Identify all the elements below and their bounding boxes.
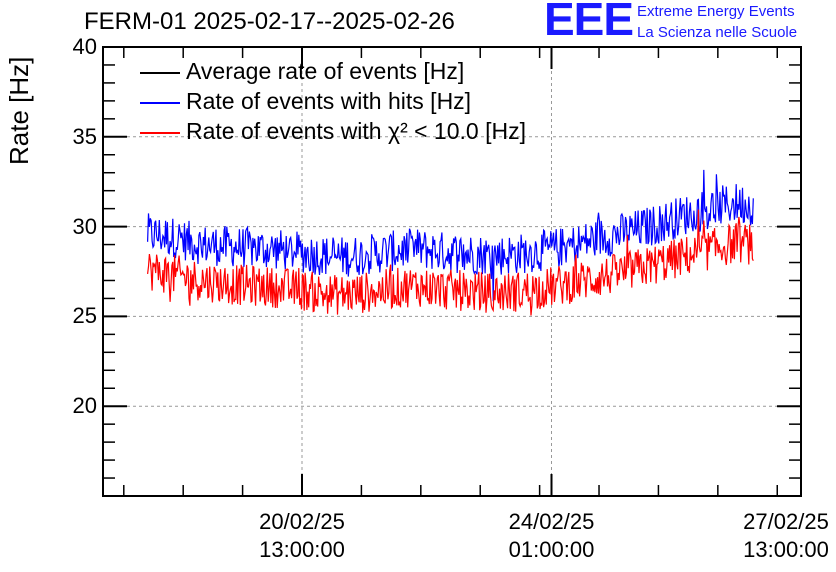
legend-label-average: Average rate of events [Hz] [186,58,465,84]
legend-swatch-hits [140,102,180,104]
y-tick-label: 40 [72,34,97,59]
eee-logo-mark: EEE [544,0,634,45]
plot-frame [102,46,802,497]
axis-ticks [103,46,802,496]
series-line-hits [147,169,754,302]
series-layer [147,169,754,316]
series-line-chi2 [147,209,754,316]
legend-swatch-average [140,72,180,74]
x-tick-time: 13:00:00 [743,537,829,562]
logo-line-1: Extreme Energy Events [637,3,795,20]
logo-line-2: La Scienza nelle Scuole [637,24,798,41]
y-tick-label: 20 [72,393,97,419]
legend-swatch-chi2 [140,132,180,134]
x-tick-date: 24/02/25 [508,509,595,534]
x-tick-label: 27/02/25 13:00:00 [726,508,836,564]
x-tick-label: 20/02/25 13:00:00 [242,508,362,564]
y-tick-label: 30 [72,213,97,239]
x-tick-time: 01:00:00 [508,537,595,562]
x-tick-date: 27/02/25 [743,509,829,534]
x-tick-time: 13:00:00 [259,537,345,562]
y-tick-label: 35 [72,123,97,149]
y-axis-label: Rate [Hz] [4,56,34,165]
x-tick-date: 20/02/25 [259,509,345,534]
chart-title: FERM-01 2025-02-17--2025-02-26 [84,8,455,35]
y-tick-label: 25 [72,303,97,329]
legend-label-hits: Rate of events with hits [Hz] [186,88,472,114]
x-tick-label: 24/02/25 01:00:00 [492,508,612,564]
eee-logo: EEE Extreme Energy Events La Scienza nel… [544,0,836,44]
legend-label-chi2: Rate of events with χ² < 10.0 [Hz] [186,118,526,144]
